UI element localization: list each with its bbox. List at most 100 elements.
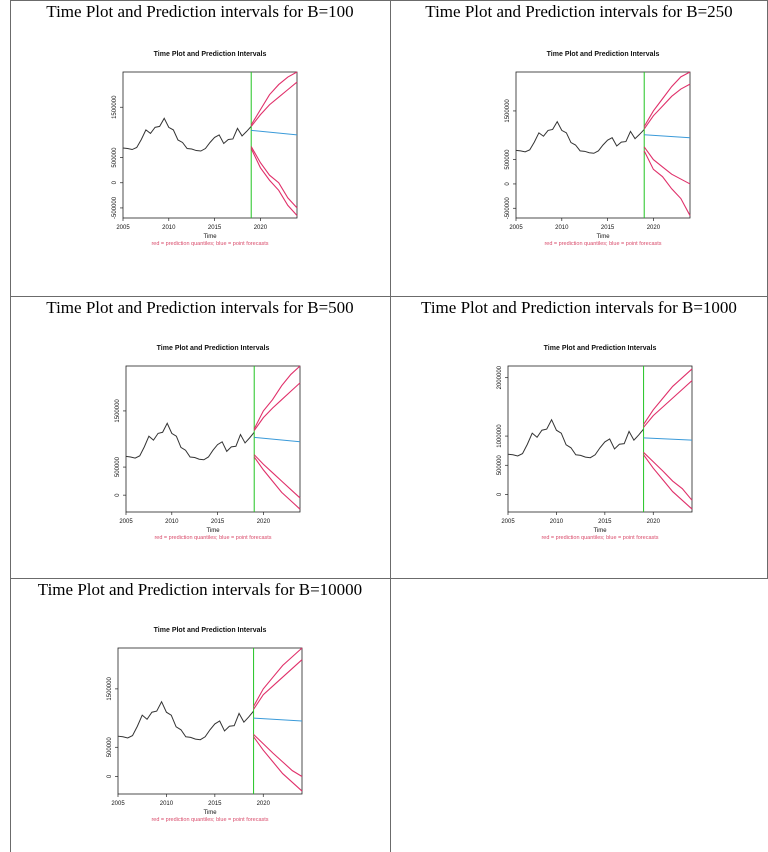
table-divider-row1 [10,296,768,297]
y-tick-label: 1500000 [115,399,121,423]
x-axis-label: Time [203,810,217,816]
chart-cell-b250: Time Plot and Prediction intervals for B… [390,0,768,296]
y-tick-label: 1500000 [107,677,113,701]
prediction-quantile-line [250,146,298,209]
plot-frame [117,647,303,795]
x-tick-label: 2010 [165,519,179,525]
plot-frame [507,365,693,513]
y-tick-label: 0 [112,180,118,184]
x-tick-label: 2020 [257,519,271,525]
x-tick-label: 2015 [598,519,612,525]
history-series-line [507,418,644,459]
y-tick-label: 500000 [497,455,503,476]
plot-frame [125,365,301,513]
history-series-line [117,700,254,741]
point-forecast-line [644,134,691,139]
x-tick-label: 2010 [160,801,174,807]
cell-heading: Time Plot and Prediction intervals for B… [425,2,733,21]
point-forecast-line [254,436,301,443]
point-forecast-line [643,437,693,441]
plot-subtitle: red = prediction quantiles; blue = point… [151,241,268,247]
chart-cell-b100: Time Plot and Prediction intervals for B… [10,0,390,296]
prediction-quantile-line [250,81,298,127]
prediction-quantile-line [643,380,693,428]
chart-cell-b10000: Time Plot and Prediction intervals for B… [10,578,390,852]
prediction-quantile-line [253,736,303,792]
plot-frame [122,71,298,219]
history-series-line [125,422,255,461]
y-tick-label: 0 [115,493,121,497]
plot-title: Time Plot and Prediction Intervals [154,51,267,58]
y-tick-label: 1500000 [505,99,511,123]
y-tick-label: 0 [505,182,511,186]
plot-title: Time Plot and Prediction Intervals [547,51,660,58]
table-divider-vertical [390,0,391,852]
y-tick-label: 1000000 [497,424,503,448]
prediction-quantile-line [643,454,693,510]
prediction-quantile-line [253,382,301,431]
y-tick-label: 500000 [112,147,118,168]
table-border-top [10,0,768,1]
x-tick-label: 2005 [116,225,130,231]
y-tick-label: 2000000 [497,365,503,389]
cell-heading: Time Plot and Prediction intervals for B… [46,298,354,317]
plot-frame [515,71,691,219]
x-tick-label: 2015 [208,801,222,807]
prediction-quantile-line [643,71,691,127]
plot-title: Time Plot and Prediction Intervals [544,345,657,352]
prediction-quantile-line [643,146,691,185]
plot-subtitle: red = prediction quantiles; blue = point… [544,241,661,247]
prediction-quantile-line [643,150,691,216]
plot-subtitle: red = prediction quantiles; blue = point… [541,535,658,541]
time-plot-chart: Time Plot and Prediction Intervals 2005 20… [115,345,301,541]
prediction-quantile-line [253,734,303,777]
y-tick-label: 500000 [505,149,511,170]
x-tick-label: 2005 [111,801,125,807]
x-tick-label: 2020 [254,225,268,231]
x-tick-label: 2020 [257,801,271,807]
x-tick-label: 2010 [550,519,564,525]
prediction-quantile-line [250,148,298,216]
prediction-quantile-line [643,368,693,425]
y-tick-label: 1500000 [112,95,118,119]
plot-subtitle: red = prediction quantiles; blue = point… [151,817,268,823]
x-tick-label: 2010 [555,225,569,231]
x-tick-label: 2015 [601,225,615,231]
y-tick-label: 500000 [107,737,113,758]
x-axis-label: Time [596,234,610,240]
history-series-line [122,117,252,152]
y-tick-label: 0 [107,774,113,778]
cell-heading: Time Plot and Prediction intervals for B… [46,2,354,21]
x-tick-label: 2015 [208,225,222,231]
x-axis-label: Time [593,528,607,534]
point-forecast-line [251,129,298,136]
x-tick-label: 2010 [162,225,176,231]
y-tick-label: -500000 [505,197,511,220]
table-border-left [10,0,11,852]
x-tick-label: 2005 [501,519,515,525]
y-tick-label: 0 [497,492,503,496]
x-tick-label: 2005 [119,519,133,525]
time-plot-chart: Time Plot and Prediction Intervals 2005 20… [505,51,691,247]
prediction-quantile-line [250,71,298,126]
y-tick-label: 500000 [115,456,121,477]
prediction-quantile-line [253,365,301,430]
x-tick-label: 2020 [647,519,661,525]
plot-title: Time Plot and Prediction Intervals [157,345,270,352]
x-tick-label: 2015 [211,519,225,525]
x-axis-label: Time [206,528,220,534]
prediction-quantile-line [253,659,303,710]
table-divider-row2 [10,578,768,579]
time-plot-chart: Time Plot and Prediction Intervals 2005 20… [107,627,303,823]
point-forecast-line [253,717,303,722]
x-tick-label: 2005 [509,225,523,231]
x-axis-label: Time [203,234,217,240]
y-tick-label: -500000 [112,196,118,219]
prediction-quantile-line [253,454,301,499]
time-plot-chart: Time Plot and Prediction Intervals 2005 20… [497,345,693,541]
plot-title: Time Plot and Prediction Intervals [154,627,267,634]
chart-cell-b500: Time Plot and Prediction intervals for B… [10,296,390,578]
prediction-quantile-line [253,456,301,510]
chart-cell-b1000: Time Plot and Prediction intervals for B… [390,296,768,578]
prediction-quantile-line [643,452,693,501]
